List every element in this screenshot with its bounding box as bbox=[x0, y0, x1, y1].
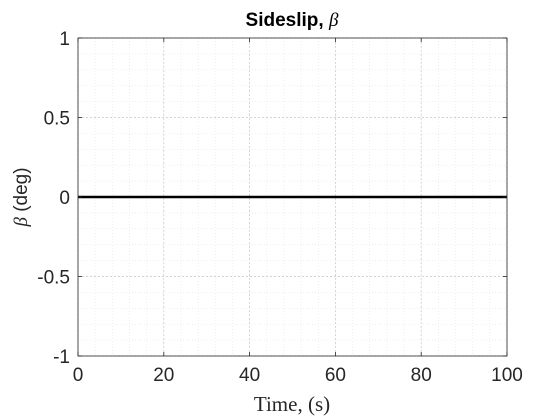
x-tick-label: 100 bbox=[491, 365, 523, 386]
x-tick-label: 0 bbox=[73, 365, 84, 386]
y-axis-label: β (deg) bbox=[11, 167, 32, 227]
x-tick-label: 80 bbox=[411, 365, 432, 386]
y-axis-label-text: (deg) bbox=[11, 167, 32, 217]
chart-title-symbol: β bbox=[328, 10, 339, 31]
x-tick-label: 60 bbox=[325, 365, 346, 386]
y-axis-ticks: -1 -0.5 0 0.5 1 bbox=[37, 29, 507, 368]
x-axis-label: Time, (s) bbox=[254, 392, 330, 416]
x-axis-ticks: 0 20 40 60 80 100 bbox=[73, 38, 523, 386]
x-tick-label: 40 bbox=[239, 365, 260, 386]
y-axis-label-symbol: β bbox=[11, 217, 32, 228]
y-tick-label: -1 bbox=[53, 347, 70, 368]
y-tick-label: 0.5 bbox=[44, 109, 70, 130]
y-tick-label: -0.5 bbox=[37, 268, 70, 289]
chart-title-text: Sideslip, bbox=[246, 10, 329, 31]
y-tick-label: 0 bbox=[59, 188, 70, 209]
y-tick-label: 1 bbox=[59, 29, 70, 50]
x-tick-label: 20 bbox=[153, 365, 174, 386]
chart-title: Sideslip, β bbox=[246, 10, 339, 31]
